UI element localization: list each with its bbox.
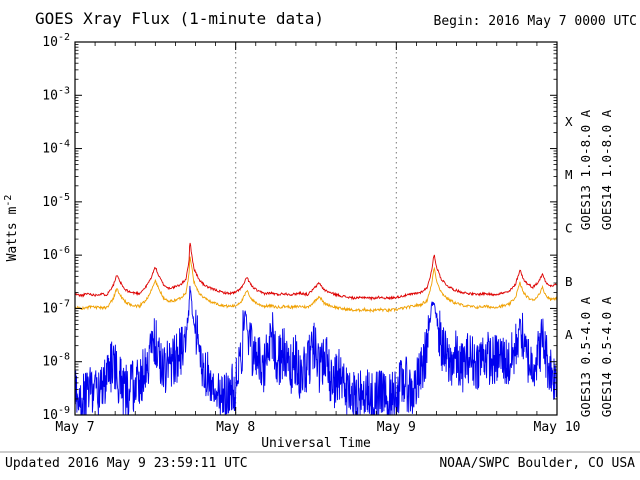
series-label-goes13-short: GOES13 0.5-4.0 A bbox=[578, 296, 593, 417]
x-tick-label: May 9 bbox=[377, 420, 416, 435]
flare-class-letter: X bbox=[565, 114, 573, 129]
y-tick-label: 10-9 bbox=[42, 405, 70, 423]
x-tick-label: May 8 bbox=[216, 420, 255, 435]
series-label-goes14-long: GOES14 1.0-8.0 A bbox=[599, 109, 614, 230]
footer-updated: Updated 2016 May 9 23:59:11 UTC bbox=[5, 456, 248, 471]
y-tick-label: 10-6 bbox=[42, 245, 70, 263]
begin-timestamp: Begin: 2016 May 7 0000 UTC bbox=[434, 14, 638, 29]
y-axis-label-main: Watts m bbox=[5, 206, 20, 261]
y-tick-label: 10-4 bbox=[42, 139, 70, 157]
flare-class-letter: C bbox=[565, 221, 573, 236]
y-axis-label-exponent: -2 bbox=[3, 195, 14, 207]
footer-source: NOAA/SWPC Boulder, CO USA bbox=[439, 456, 635, 471]
y-tick-label: 10-8 bbox=[42, 352, 70, 370]
x-tick-label: May 10 bbox=[534, 420, 581, 435]
series-label-goes13-long: GOES13 1.0-8.0 A bbox=[578, 109, 593, 230]
flare-class-letter: M bbox=[565, 167, 573, 182]
flare-class-letter: A bbox=[565, 327, 573, 342]
y-tick-label: 10-2 bbox=[42, 32, 70, 50]
series-label-goes14-short: GOES14 0.5-4.0 A bbox=[599, 296, 614, 417]
series-path-goes13-long bbox=[74, 242, 558, 302]
x-tick-label: May 7 bbox=[55, 420, 94, 435]
y-tick-label: 10-5 bbox=[42, 192, 70, 210]
y-tick-label: 10-3 bbox=[42, 85, 70, 103]
chart-title: GOES Xray Flux (1-minute data) bbox=[35, 9, 324, 28]
y-axis-label: Watts m-2 bbox=[3, 195, 20, 262]
flare-class-letter: B bbox=[565, 274, 573, 289]
series-path-goes14-long bbox=[74, 256, 558, 314]
y-tick-label: 10-7 bbox=[42, 298, 70, 316]
x-axis-label: Universal Time bbox=[261, 436, 371, 451]
series-path-goes13-short bbox=[74, 285, 558, 416]
